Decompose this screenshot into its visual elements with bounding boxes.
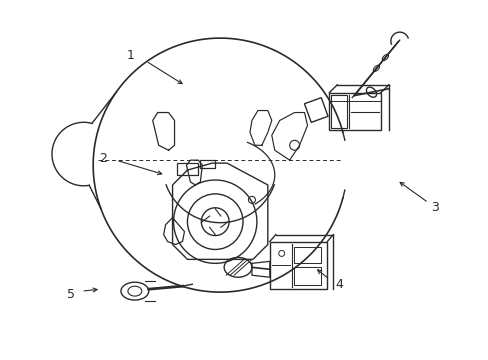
Bar [304,98,327,122]
Text: 3: 3 [431,201,439,214]
Bar [200,160,215,168]
Bar [331,95,346,129]
Bar [328,93,380,130]
Text: 4: 4 [335,278,343,291]
Bar [176,163,198,175]
Text: 1: 1 [127,49,135,63]
Text: 5: 5 [67,288,75,301]
Text: 2: 2 [99,152,107,165]
Bar [269,242,326,289]
Bar [293,267,321,285]
Bar [293,247,321,264]
